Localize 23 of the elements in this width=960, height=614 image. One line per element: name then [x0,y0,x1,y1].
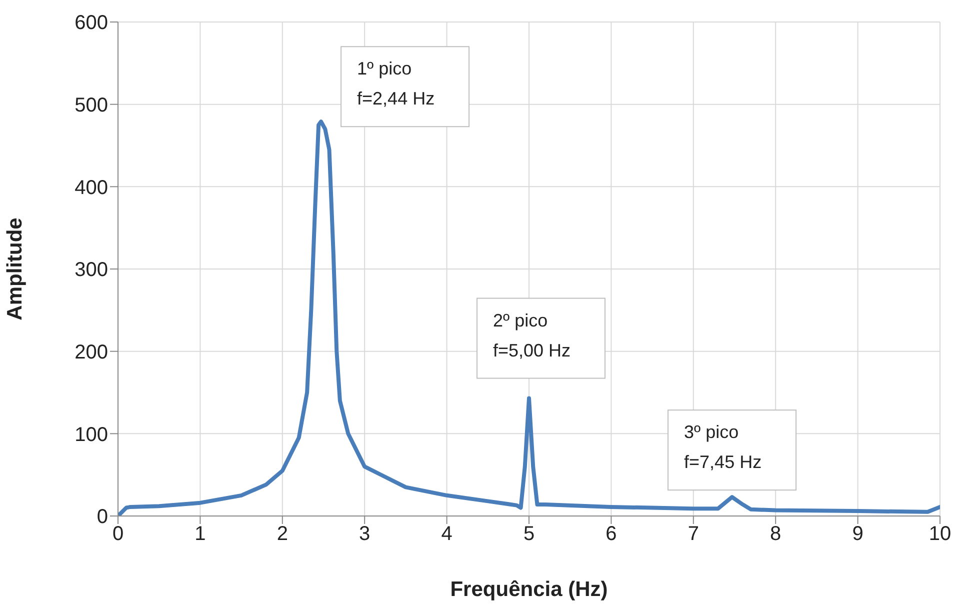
x-tick-label: 6 [606,523,617,546]
x-tick-label: 8 [770,523,782,546]
x-tick-label: 7 [688,523,699,546]
annotation: 2º pico f=5,00 Hz [493,310,571,360]
y-tick-label: 600 [74,12,108,34]
x-tick-label: 5 [523,523,535,546]
x-axis-title: Frequência (Hz) [450,578,608,601]
y-tick-label: 400 [74,176,108,199]
annotation: 1º pico f=2,44 Hz [357,58,435,109]
y-axis-title: Amplitude [3,218,26,320]
x-tick-label: 10 [928,523,952,546]
x-tick-label: 2 [276,523,288,546]
x-tick-label: 3 [359,523,370,546]
y-tick-label: 200 [74,341,108,364]
x-tick-label: 9 [852,523,864,546]
y-tick-label: 0 [96,506,108,528]
y-tick-label: 300 [74,259,108,282]
x-tick-label: 1 [194,523,206,546]
y-tick-label: 500 [74,94,108,116]
annotation: 3º pico f=7,45 Hz [684,422,762,472]
x-tick-label: 4 [441,523,452,546]
x-tick-label: 0 [112,523,124,546]
y-tick-label: 100 [74,424,108,446]
